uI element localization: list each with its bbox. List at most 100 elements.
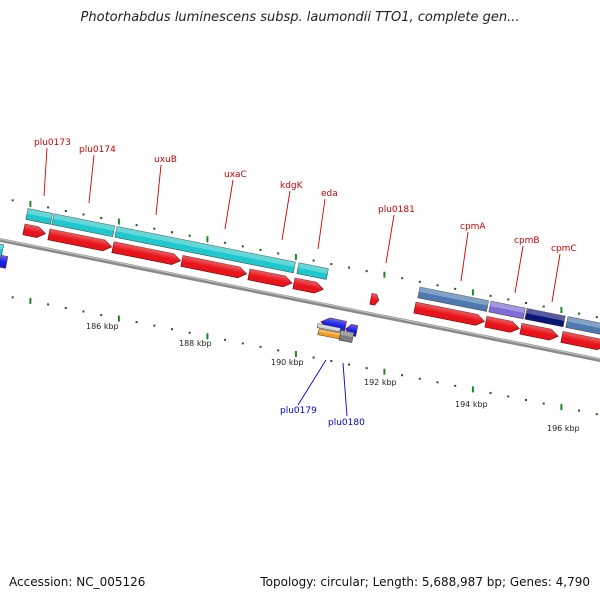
lower-tick-mark xyxy=(241,342,244,345)
gene-arrow-next xyxy=(560,331,600,350)
lower-tick-mark xyxy=(595,413,598,416)
feature-gray-gloss xyxy=(340,330,354,338)
lower-tick-mark xyxy=(277,349,280,352)
cds-plu0173-shape xyxy=(25,208,53,225)
cds-eda-shape xyxy=(296,262,329,280)
lower-tick-mark xyxy=(578,409,581,412)
gene-label-kdgK[interactable]: kdgK xyxy=(280,181,304,191)
gene-label-plu0181[interactable]: plu0181 xyxy=(378,205,415,215)
upper-tick-mark xyxy=(188,234,191,237)
cds-cpmC xyxy=(524,308,566,328)
gene-arrow-kdgK xyxy=(247,268,293,288)
lower-tick-mark xyxy=(525,399,527,401)
cds-plu0173-gloss xyxy=(27,208,53,219)
lower-tick-mark xyxy=(224,338,227,341)
upper-tick-mark xyxy=(595,316,598,319)
cds-uxuB-uxaC-kdgK-gloss xyxy=(116,226,296,267)
lower-tick-mark xyxy=(64,306,67,309)
upper-tick-mark xyxy=(117,218,120,225)
lower-tick-mark xyxy=(29,297,32,304)
leader-line-5 xyxy=(317,198,326,250)
leader-line-6 xyxy=(385,214,395,264)
scale-label-188kbp: 188 kbp xyxy=(179,339,212,348)
leader-line-7 xyxy=(460,231,469,282)
upper-tick-mark xyxy=(525,302,527,304)
scale-label-196kbp: 196 kbp xyxy=(547,424,580,433)
upper-tick-mark xyxy=(436,284,439,287)
upper-tick-mark xyxy=(29,200,32,207)
upper-tick-mark xyxy=(489,294,492,297)
lower-tick-mark xyxy=(259,345,262,348)
cds-eda-gloss xyxy=(298,262,329,274)
upper-tick-mark xyxy=(259,248,262,251)
gene-arrow-plu0173-gloss xyxy=(22,224,46,238)
lower-tick-mark xyxy=(100,314,103,317)
topology-label: Topology: circular; Length: 5,688,987 bp… xyxy=(260,575,590,589)
cds-cpmB-gloss xyxy=(490,301,526,313)
cds-plu0173 xyxy=(25,208,53,225)
lower-tick-mark xyxy=(365,367,368,370)
gene-arrow-cpmC-gloss xyxy=(519,323,559,341)
upper-tick-mark xyxy=(365,270,368,273)
cds-cpmA xyxy=(417,286,489,312)
leader-line-1 xyxy=(88,154,95,204)
leader-line-8 xyxy=(514,245,524,294)
feature-orange-gloss xyxy=(318,328,341,336)
gene-arrow-cpmA xyxy=(413,301,486,326)
lower-tick-mark xyxy=(330,360,333,363)
cds-left-edge xyxy=(0,241,4,256)
scale-label-192kbp: 192 kbp xyxy=(364,378,397,387)
feature-gray-shape xyxy=(338,329,355,343)
cds-plu0174-shape xyxy=(51,213,116,238)
gene-label-plu0179[interactable]: plu0179 xyxy=(280,406,317,416)
upper-tick-mark xyxy=(206,236,209,243)
cds-next-gloss xyxy=(567,316,600,330)
genome-title: Photorhabdus luminescens subsp. laumondi… xyxy=(80,10,520,25)
gene-arrow-uxuB xyxy=(111,241,182,265)
lower-tick-mark xyxy=(542,402,545,405)
cds-cpmA-shape xyxy=(417,286,489,312)
lower-tick-mark xyxy=(135,321,138,324)
gene-arrow-left-edge-gloss xyxy=(0,255,8,269)
lower-tick-mark xyxy=(11,296,14,299)
upper-tick-mark xyxy=(507,298,510,301)
gene-label-plu0173[interactable]: plu0173 xyxy=(34,138,71,148)
cds-eda xyxy=(296,262,329,280)
gene-label-uxaC[interactable]: uxaC xyxy=(224,170,247,180)
upper-tick-mark xyxy=(277,252,280,255)
lower-tick-mark xyxy=(188,331,191,334)
lower-tick-mark xyxy=(507,395,510,398)
gene-label-cpmB[interactable]: cpmB xyxy=(514,236,540,246)
gene-arrow-plu0181 xyxy=(369,293,380,306)
feature-light-shape xyxy=(316,323,341,333)
leader-line-plu0179 xyxy=(297,359,327,406)
cds-cpmC-shape xyxy=(524,308,566,328)
gene-label-plu0174[interactable]: plu0174 xyxy=(79,145,116,155)
gene-arrow-uxuB-gloss xyxy=(111,241,181,265)
leader-line-4 xyxy=(281,190,291,241)
feature-gray xyxy=(338,329,355,343)
upper-tick-mark xyxy=(542,305,545,308)
gene-label-uxuB[interactable]: uxuB xyxy=(154,155,177,165)
gene-arrow-eda xyxy=(292,277,324,294)
gene-label-eda[interactable]: eda xyxy=(321,189,338,199)
leader-line-3 xyxy=(224,179,234,230)
gene-arrow-cpmC xyxy=(519,323,559,341)
gene-arrow-uxaC xyxy=(180,255,248,279)
upper-tick-mark xyxy=(560,307,563,314)
upper-tick-mark xyxy=(401,277,404,280)
upper-tick-mark xyxy=(171,231,173,234)
upper-tick-mark xyxy=(348,266,350,269)
gene-label-cpmC[interactable]: cpmC xyxy=(551,244,577,254)
upper-tick-mark xyxy=(135,224,138,227)
lower-tick-mark xyxy=(82,310,85,313)
leader-line-plu0180 xyxy=(342,362,348,417)
gene-arrow-kdgK-gloss xyxy=(247,269,293,287)
gene-label-plu0180[interactable]: plu0180 xyxy=(328,418,365,428)
gene-label-cpmA[interactable]: cpmA xyxy=(460,222,486,232)
cds-left-edge-shape xyxy=(0,241,4,256)
leader-line-9 xyxy=(551,253,561,303)
lower-tick-mark xyxy=(489,391,492,394)
gene-arrow-plu0174-gloss xyxy=(47,229,112,251)
